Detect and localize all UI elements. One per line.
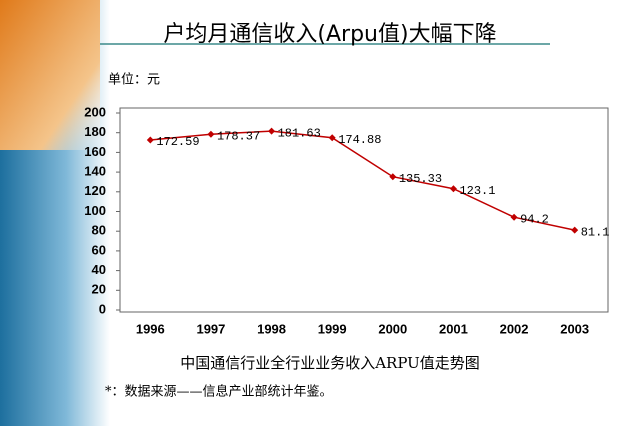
y-tick-label: 20 [92, 282, 106, 297]
data-label: 172.59 [156, 135, 199, 149]
data-label: 135.33 [399, 172, 442, 186]
data-line [150, 130, 575, 231]
y-tick-label: 60 [92, 242, 106, 257]
plot-frame [119, 107, 609, 313]
x-tick-label: 2003 [560, 321, 589, 336]
title: 户均月通信收入(Arpu值)大幅下降 [163, 22, 496, 47]
y-tick-label: 200 [84, 104, 106, 119]
data-point [146, 136, 154, 144]
y-tick-label: 160 [84, 144, 106, 159]
data-point [571, 226, 579, 234]
y-tick-label: 100 [84, 203, 106, 218]
y-tick-label: 0 [99, 301, 106, 316]
data-label: 174.88 [338, 133, 381, 147]
x-tick-label: 1998 [257, 321, 286, 336]
y-tick-label: 40 [92, 262, 106, 277]
data-label: 123.1 [459, 184, 495, 198]
y-tick-label: 80 [92, 223, 106, 238]
x-tick-label: 1999 [318, 321, 347, 336]
x-tick-label: 2001 [439, 321, 468, 336]
data-label: 181.63 [278, 126, 321, 140]
data-label: 81.1 [581, 225, 610, 239]
data-point [510, 213, 518, 221]
data-point [389, 173, 397, 181]
note: *：数据来源——信息产业部统计年鉴。 [105, 384, 333, 400]
y-tick-label: 180 [84, 124, 106, 139]
data-point [268, 127, 276, 135]
data-point [328, 134, 336, 142]
side-decoration-top [0, 0, 100, 150]
data-label: 178.37 [217, 129, 260, 143]
unit-label: 单位：元 [108, 73, 160, 88]
data-point [449, 185, 457, 193]
y-tick-label: 140 [84, 164, 106, 179]
data-point [207, 130, 215, 138]
caption: 中国通信行业全行业业务收入ARPU值走势图 [180, 354, 480, 372]
data-label: 94.2 [520, 212, 549, 226]
x-tick-label: 1996 [136, 321, 165, 336]
x-tick-label: 2000 [378, 321, 407, 336]
x-tick-label: 2002 [500, 321, 529, 336]
x-tick-label: 1997 [196, 321, 225, 336]
y-tick-label: 120 [84, 183, 106, 198]
